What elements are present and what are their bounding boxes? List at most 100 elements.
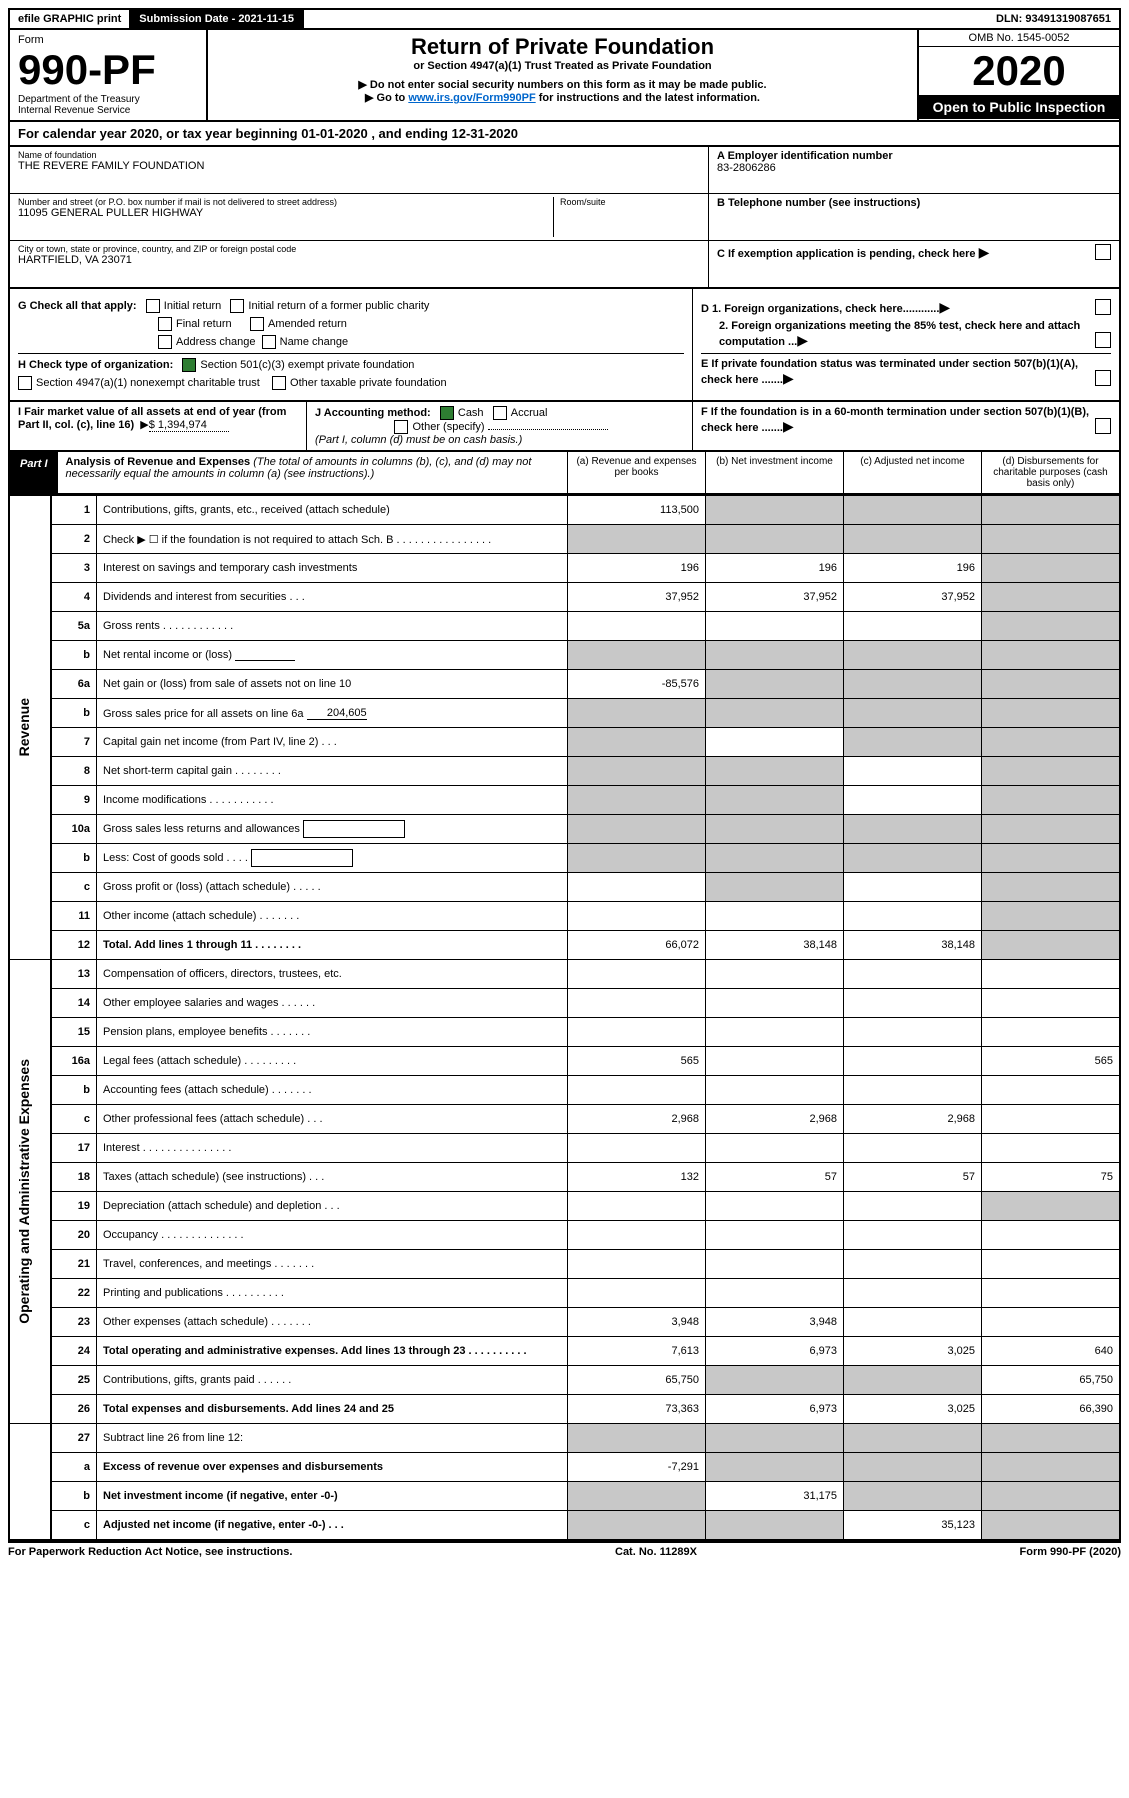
checkbox-c[interactable]: [1095, 244, 1111, 260]
checkbox-4947[interactable]: [18, 376, 32, 390]
col-d-head: (d) Disbursements for charitable purpose…: [981, 452, 1119, 493]
warn-post: for instructions and the latest informat…: [536, 92, 760, 104]
inline-box[interactable]: [251, 849, 353, 867]
inline-box[interactable]: [303, 820, 405, 838]
arrow-icon: ▶: [979, 244, 990, 260]
table-row: 4Dividends and interest from securities …: [9, 583, 1120, 612]
j-accrual: Accrual: [511, 407, 548, 419]
table-row: 6aNet gain or (loss) from sale of assets…: [9, 670, 1120, 699]
open-public: Open to Public Inspection: [919, 95, 1119, 119]
street-address: 11095 GENERAL PULLER HIGHWAY: [18, 207, 553, 219]
other-specify-line[interactable]: [488, 429, 608, 430]
checkbox-initial[interactable]: [146, 299, 160, 313]
checkbox-501c3[interactable]: [182, 358, 196, 372]
table-row: 7Capital gain net income (from Part IV, …: [9, 728, 1120, 757]
table-row: 3Interest on savings and temporary cash …: [9, 554, 1120, 583]
table-row: 20Occupancy . . . . . . . . . . . . . .: [9, 1221, 1120, 1250]
h2: Section 4947(a)(1) nonexempt charitable …: [36, 377, 260, 389]
e-label: E If private foundation status was termi…: [701, 358, 1078, 386]
submission-date: Submission Date - 2021-11-15: [131, 10, 304, 28]
f-label: F If the foundation is in a 60-month ter…: [701, 406, 1089, 434]
form-subtitle: or Section 4947(a)(1) Trust Treated as P…: [216, 60, 909, 72]
checkbox-initial-former[interactable]: [230, 299, 244, 313]
inline-field[interactable]: [235, 660, 295, 661]
irs-label: Internal Revenue Service: [18, 105, 198, 116]
g3: Final return: [176, 318, 232, 330]
form-header: Form 990-PF Department of the Treasury I…: [8, 30, 1121, 122]
table-row: 5aGross rents . . . . . . . . . . . .: [9, 612, 1120, 641]
j-cash: Cash: [458, 407, 484, 419]
g4: Amended return: [268, 318, 347, 330]
table-row: bGross sales price for all assets on lin…: [9, 699, 1120, 728]
g1: Initial return: [164, 300, 221, 312]
table-row: 25Contributions, gifts, grants paid . . …: [9, 1366, 1120, 1395]
table-row: 15Pension plans, employee benefits . . .…: [9, 1018, 1120, 1047]
checkbox-d2[interactable]: [1095, 332, 1111, 348]
table-row: 14Other employee salaries and wages . . …: [9, 989, 1120, 1018]
checks-block: G Check all that apply: Initial return I…: [8, 288, 1121, 402]
arrow-icon: ▶: [797, 332, 808, 348]
checkbox-e[interactable]: [1095, 370, 1111, 386]
table-row: Operating and Administrative Expenses 13…: [9, 960, 1120, 989]
checkbox-addr-change[interactable]: [158, 335, 172, 349]
c-label: C If exemption application is pending, c…: [717, 248, 976, 260]
table-row: cOther professional fees (attach schedul…: [9, 1105, 1120, 1134]
checkbox-accrual[interactable]: [493, 406, 507, 420]
part-tag: Part I: [10, 452, 58, 493]
footer-mid: Cat. No. 11289X: [615, 1546, 697, 1558]
checkbox-d1[interactable]: [1095, 299, 1111, 315]
table-row: 21Travel, conferences, and meetings . . …: [9, 1250, 1120, 1279]
table-row: bNet investment income (if negative, ent…: [9, 1482, 1120, 1511]
dept-treasury: Department of the Treasury: [18, 94, 198, 105]
inline-field: 204,605: [307, 707, 367, 720]
r10a-desc: Gross sales less returns and allowances: [103, 823, 300, 835]
g5: Address change: [176, 336, 256, 348]
j-note: (Part I, column (d) must be on cash basi…: [315, 434, 522, 446]
table-row: 19Depreciation (attach schedule) and dep…: [9, 1192, 1120, 1221]
warn-goto: ▶ Go to www.irs.gov/Form990PF for instru…: [216, 91, 909, 104]
g6: Name change: [280, 336, 349, 348]
arrow-icon: ▶: [783, 370, 794, 386]
foundation-name: THE REVERE FAMILY FOUNDATION: [18, 160, 700, 172]
form-word: Form: [18, 34, 198, 46]
checkbox-f[interactable]: [1095, 418, 1111, 434]
checkbox-other-taxable[interactable]: [272, 376, 286, 390]
addr-label: Number and street (or P.O. box number if…: [18, 197, 553, 207]
city-state-zip: HARTFIELD, VA 23071: [18, 254, 700, 266]
table-row: 24Total operating and administrative exp…: [9, 1337, 1120, 1366]
part1-table: Revenue 1Contributions, gifts, grants, e…: [8, 495, 1121, 1541]
checkbox-name-change[interactable]: [262, 335, 276, 349]
tel-label: B Telephone number (see instructions): [717, 197, 1111, 209]
table-row: 10aGross sales less returns and allowanc…: [9, 815, 1120, 844]
r10b-desc: Less: Cost of goods sold . . . .: [103, 852, 248, 864]
form990pf-link[interactable]: www.irs.gov/Form990PF: [408, 92, 535, 104]
checkbox-amended[interactable]: [250, 317, 264, 331]
h-label: H Check type of organization:: [18, 359, 173, 371]
efile-label[interactable]: efile GRAPHIC print: [10, 10, 131, 28]
city-label: City or town, state or province, country…: [18, 244, 700, 254]
d1: D 1. Foreign organizations, check here..…: [701, 303, 939, 315]
omb-number: OMB No. 1545-0052: [919, 30, 1119, 47]
table-row: bNet rental income or (loss): [9, 641, 1120, 670]
table-row: 8Net short-term capital gain . . . . . .…: [9, 757, 1120, 786]
warn-pre: ▶ Go to: [365, 92, 408, 104]
part1-title: Analysis of Revenue and Expenses: [66, 456, 251, 468]
checkbox-other-method[interactable]: [394, 420, 408, 434]
table-row: cGross profit or (loss) (attach schedule…: [9, 873, 1120, 902]
table-row: 18Taxes (attach schedule) (see instructi…: [9, 1163, 1120, 1192]
top-bar: efile GRAPHIC print Submission Date - 20…: [8, 8, 1121, 30]
table-row: bLess: Cost of goods sold . . . .: [9, 844, 1120, 873]
table-row: 9Income modifications . . . . . . . . . …: [9, 786, 1120, 815]
table-row: 26Total expenses and disbursements. Add …: [9, 1395, 1120, 1424]
checkbox-cash[interactable]: [440, 406, 454, 420]
j-label: J Accounting method:: [315, 407, 431, 419]
footer: For Paperwork Reduction Act Notice, see …: [8, 1541, 1121, 1561]
footer-left: For Paperwork Reduction Act Notice, see …: [8, 1546, 292, 1558]
h3: Other taxable private foundation: [290, 377, 447, 389]
tax-year: 2020: [919, 47, 1119, 95]
g2: Initial return of a former public charit…: [248, 300, 429, 312]
calendar-year-row: For calendar year 2020, or tax year begi…: [8, 122, 1121, 147]
checkbox-final[interactable]: [158, 317, 172, 331]
ein-value: 83-2806286: [717, 162, 1111, 174]
col-b-head: (b) Net investment income: [705, 452, 843, 493]
